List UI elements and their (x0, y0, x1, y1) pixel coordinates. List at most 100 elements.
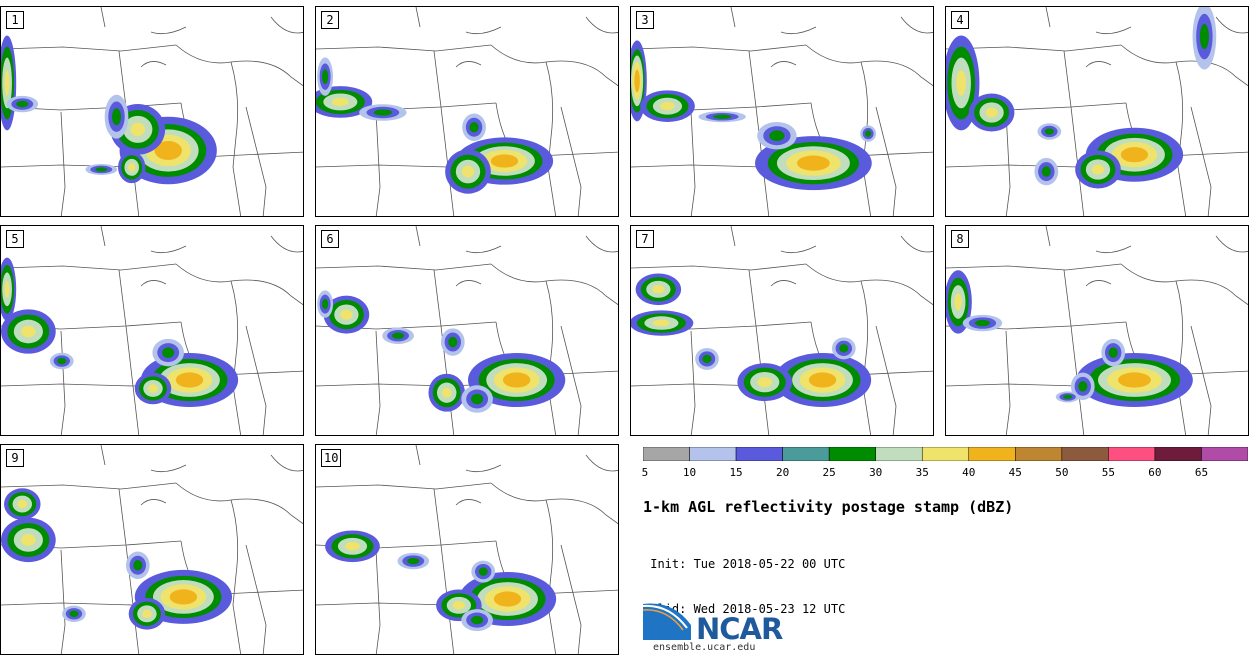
reflectivity-echo (796, 155, 830, 171)
border-line (805, 263, 933, 306)
border-line (433, 269, 455, 435)
border-line (316, 44, 492, 52)
reflectivity-echo (148, 384, 158, 393)
map-canvas (316, 445, 618, 654)
colorbar-swatch (1061, 447, 1109, 461)
border-line (631, 263, 807, 271)
member-number-label: 6 (321, 230, 339, 248)
reflectivity-echo (130, 122, 146, 137)
border-line (946, 44, 1122, 52)
reflectivity-echo (808, 372, 837, 388)
border-line (316, 482, 492, 490)
border-line (100, 445, 106, 466)
ensemble-member-panel: 10 (315, 444, 619, 655)
reflectivity-echo (111, 108, 122, 126)
border-line (1, 44, 177, 52)
colorbar-swatch (643, 447, 690, 461)
border-line (545, 61, 557, 216)
border-line (415, 7, 421, 28)
border-line (175, 263, 303, 306)
member-number-label: 4 (951, 11, 969, 29)
border-line (245, 106, 267, 216)
border-line (560, 106, 582, 216)
border-line (455, 61, 482, 68)
border-line (140, 61, 167, 68)
border-line (270, 16, 303, 34)
border-line (770, 280, 797, 287)
border-line (245, 544, 267, 654)
border-line (585, 235, 618, 253)
border-line (1, 482, 177, 490)
border-line (585, 454, 618, 472)
border-line (316, 263, 492, 271)
border-line (1095, 26, 1132, 35)
border-line (375, 549, 381, 654)
member-number-label: 1 (6, 11, 24, 29)
border-line (1190, 325, 1212, 435)
colorbar-swatch (875, 447, 923, 461)
reflectivity-echo (21, 534, 36, 546)
reflectivity-echo (985, 107, 998, 118)
colorbar-tick-label: 55 (1101, 466, 1115, 479)
border-line (545, 280, 557, 435)
border-line (1190, 106, 1212, 216)
border-line (1120, 263, 1248, 306)
border-line (560, 544, 582, 654)
colorbar-tick-label: 35 (915, 466, 929, 479)
reflectivity-echo (452, 601, 465, 610)
member-number-label: 8 (951, 230, 969, 248)
reflectivity-echo (340, 309, 353, 320)
border-line (150, 464, 187, 473)
reflectivity-echo (21, 325, 36, 338)
reflectivity-echo (769, 130, 785, 141)
ncar-logo-icon (643, 603, 691, 640)
colorbar-tick-label: 25 (822, 466, 836, 479)
border-line (900, 16, 933, 34)
border-line (375, 111, 381, 216)
member-number-label: 10 (321, 449, 342, 467)
border-line (730, 226, 736, 247)
reflectivity-echo (16, 100, 29, 108)
reflectivity-echo (169, 589, 198, 605)
colorbar-swatch (1201, 447, 1248, 461)
reflectivity-echo (471, 615, 484, 625)
colorbar-tick-label: 45 (1008, 466, 1022, 479)
map-canvas (316, 7, 618, 216)
border-line (1005, 330, 1011, 435)
reflectivity-echo (974, 319, 991, 327)
border-line (1120, 44, 1248, 87)
border-line (860, 280, 872, 435)
border-line (415, 226, 421, 247)
border-line (1085, 61, 1112, 68)
map-canvas (631, 226, 933, 435)
reflectivity-echo (1199, 23, 1209, 50)
reflectivity-echo (1108, 347, 1118, 358)
border-line (875, 106, 897, 216)
border-line (1215, 16, 1248, 34)
border-line (780, 26, 817, 35)
reflectivity-echo (652, 319, 670, 327)
border-line (465, 464, 502, 473)
ensemble-member-panel: 4 (945, 6, 1249, 217)
reflectivity-echo (322, 69, 329, 85)
colorbar-swatch (828, 447, 876, 461)
border-line (780, 245, 817, 254)
border-line (1045, 226, 1051, 247)
reflectivity-echo (322, 298, 329, 310)
reflectivity-echo (1063, 394, 1073, 400)
reflectivity-echo (142, 609, 152, 619)
reflectivity-echo (175, 372, 204, 388)
reflectivity-echo (4, 70, 10, 96)
border-line (175, 44, 303, 87)
reflectivity-echo (1120, 147, 1149, 163)
reflectivity-echo (392, 332, 405, 339)
reflectivity-echo (493, 591, 522, 607)
colorbar-swatch (735, 447, 783, 461)
border-line (140, 280, 167, 287)
member-number-label: 2 (321, 11, 339, 29)
reflectivity-echo (331, 97, 349, 107)
colorbar-swatch (782, 447, 830, 461)
reflectivity-echo (839, 344, 849, 353)
border-line (875, 325, 897, 435)
reflectivity-echo (634, 69, 640, 93)
